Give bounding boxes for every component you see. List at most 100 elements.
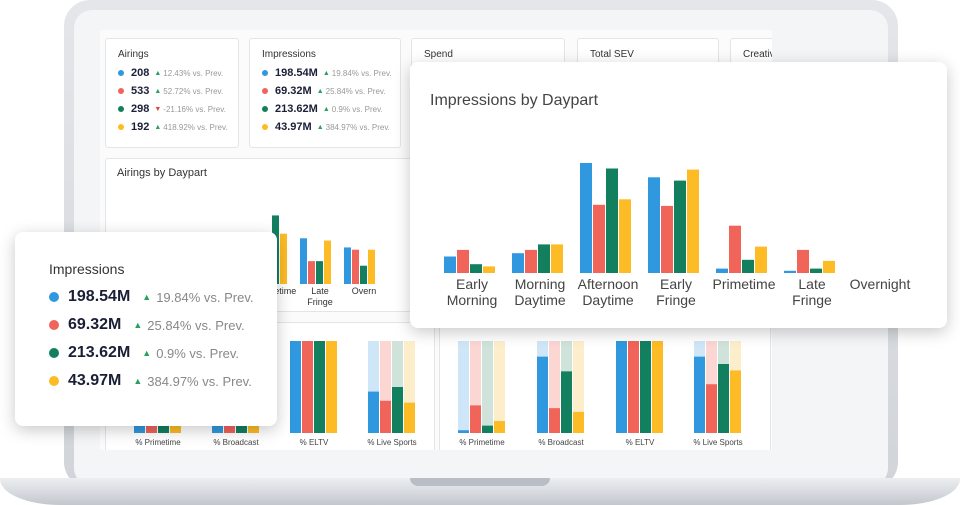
series-dot <box>49 292 59 302</box>
kpi-value: 69.32M <box>275 85 312 97</box>
arrow-down-icon: ▼ <box>154 105 162 113</box>
impressions-bar <box>606 168 618 273</box>
series-dot <box>118 70 124 76</box>
kpi-card-airings[interactable]: Airings 208 ▲ 12.43% vs. Prev. 533 ▲ 52.72% v… <box>105 38 239 148</box>
share-bar <box>537 356 548 433</box>
impressions-bar <box>755 246 767 273</box>
airings-bar <box>324 240 331 284</box>
share-bar <box>224 419 235 433</box>
x-tick-label: % ELTV <box>299 438 329 447</box>
x-tick-label: Afternoon Daytime <box>574 276 642 308</box>
impressions-bar <box>512 253 524 273</box>
kpi-card-title: Airings <box>118 49 149 60</box>
arrow-up-icon: ▲ <box>142 348 152 358</box>
impressions-bar <box>797 249 809 273</box>
share-bar <box>640 341 651 433</box>
tick-line: Morning <box>514 276 566 292</box>
kpi-value: 43.97M <box>68 372 122 389</box>
x-tick-label: % Broadcast <box>538 438 584 447</box>
impressions-bar <box>810 268 822 273</box>
impressions-bar <box>729 225 741 273</box>
airings-bar <box>344 247 351 284</box>
arrow-up-icon: ▲ <box>133 320 143 330</box>
impressions-bar <box>470 264 482 273</box>
share-bar <box>470 405 481 433</box>
share-bar <box>652 341 663 433</box>
impressions-bar <box>742 259 754 273</box>
tick-line: Early <box>456 276 488 292</box>
impressions-by-daypart-popup[interactable]: Impressions by Daypart Early Morning Morni… <box>410 62 947 328</box>
share-bar <box>458 430 469 433</box>
x-tick-label: Morning Daytime <box>506 276 574 308</box>
airings-bar <box>280 233 287 284</box>
share-bar <box>404 402 415 433</box>
series-dot <box>49 376 59 386</box>
share-bar <box>314 341 325 433</box>
share-bar <box>134 419 145 433</box>
airings-bar <box>360 265 367 284</box>
impressions-bar <box>619 199 631 273</box>
share-bar <box>170 419 181 433</box>
x-tick-label: Early Fringe <box>642 276 710 308</box>
series-dot <box>49 348 59 358</box>
kpi-delta: 25.84% vs. Prev. <box>147 317 245 333</box>
share-bar <box>573 411 584 433</box>
airings-chart-title: Airings by Daypart <box>117 167 207 179</box>
kpi-delta: 12.43% vs. Prev. <box>163 68 224 78</box>
share-bar-background <box>470 341 481 433</box>
kpi-value: 298 <box>131 103 150 115</box>
share-bar <box>706 384 717 433</box>
share-bar <box>368 391 379 433</box>
share-bar <box>482 425 493 433</box>
impressions-bar <box>784 270 796 273</box>
series-dot <box>49 320 59 330</box>
x-tick-label: % Live Sports <box>693 438 743 447</box>
share-bar <box>236 419 247 433</box>
kpi-card-title: Creative <box>743 49 772 60</box>
share-bar-chart <box>134 341 415 433</box>
laptop-notch <box>410 478 550 486</box>
share-bar <box>158 419 169 433</box>
kpi-row: 198.54M ▲ 19.84% vs. Prev. <box>262 67 392 79</box>
impressions-bar <box>538 244 550 273</box>
share-bar <box>290 341 301 433</box>
kpi-value: 213.62M <box>275 103 318 115</box>
series-dot <box>262 124 268 130</box>
share-bar <box>326 341 337 433</box>
airings-bar <box>352 249 359 284</box>
share-bar-background <box>368 341 379 433</box>
kpi-value: 192 <box>131 121 150 133</box>
kpi-card-impressions[interactable]: Impressions 198.54M ▲ 19.84% vs. Prev. 69.3… <box>249 38 401 148</box>
series-dot <box>118 124 124 130</box>
impressions-bar <box>551 244 563 273</box>
share-bar <box>146 419 157 433</box>
arrow-up-icon: ▲ <box>154 87 162 95</box>
impressions-kpi-popup[interactable]: Impressions 198.54M ▲ 19.84% vs. Prev. 69.3… <box>15 232 277 426</box>
arrow-up-icon: ▲ <box>142 292 152 302</box>
kpi-delta: 384.97% vs. Prev. <box>147 373 252 389</box>
tick-line: Overnight <box>849 276 911 292</box>
kpi-value: 533 <box>131 85 150 97</box>
airings-bar <box>300 238 307 284</box>
popup-kpi-row: 69.32M ▲ 25.84% vs. Prev. <box>49 316 245 334</box>
kpi-row: 213.62M ▲ 0.9% vs. Prev. <box>262 103 383 115</box>
kpi-delta: 0.9% vs. Prev. <box>156 345 240 361</box>
airings-bar <box>368 249 375 284</box>
share-bar <box>302 341 313 433</box>
share-bar <box>694 356 705 433</box>
impressions-chart-title: Impressions by Daypart <box>430 92 599 109</box>
arrow-up-icon: ▲ <box>322 105 330 113</box>
kpi-row: 69.32M ▲ 25.84% vs. Prev. <box>262 85 386 97</box>
impressions-bar <box>525 249 537 273</box>
share-bar <box>380 400 391 433</box>
x-tick-label: Late Fringe <box>778 276 846 308</box>
share-bar <box>212 419 223 433</box>
kpi-delta: 25.84% vs. Prev. <box>325 86 386 96</box>
impressions-bar <box>716 268 728 273</box>
kpi-card-title: Spend <box>424 49 453 60</box>
kpi-value: 43.97M <box>275 121 312 133</box>
tick-line: Overn <box>351 286 377 296</box>
share-bar <box>392 387 403 433</box>
series-dot <box>262 88 268 94</box>
x-tick-label: % Primetime <box>135 438 181 447</box>
